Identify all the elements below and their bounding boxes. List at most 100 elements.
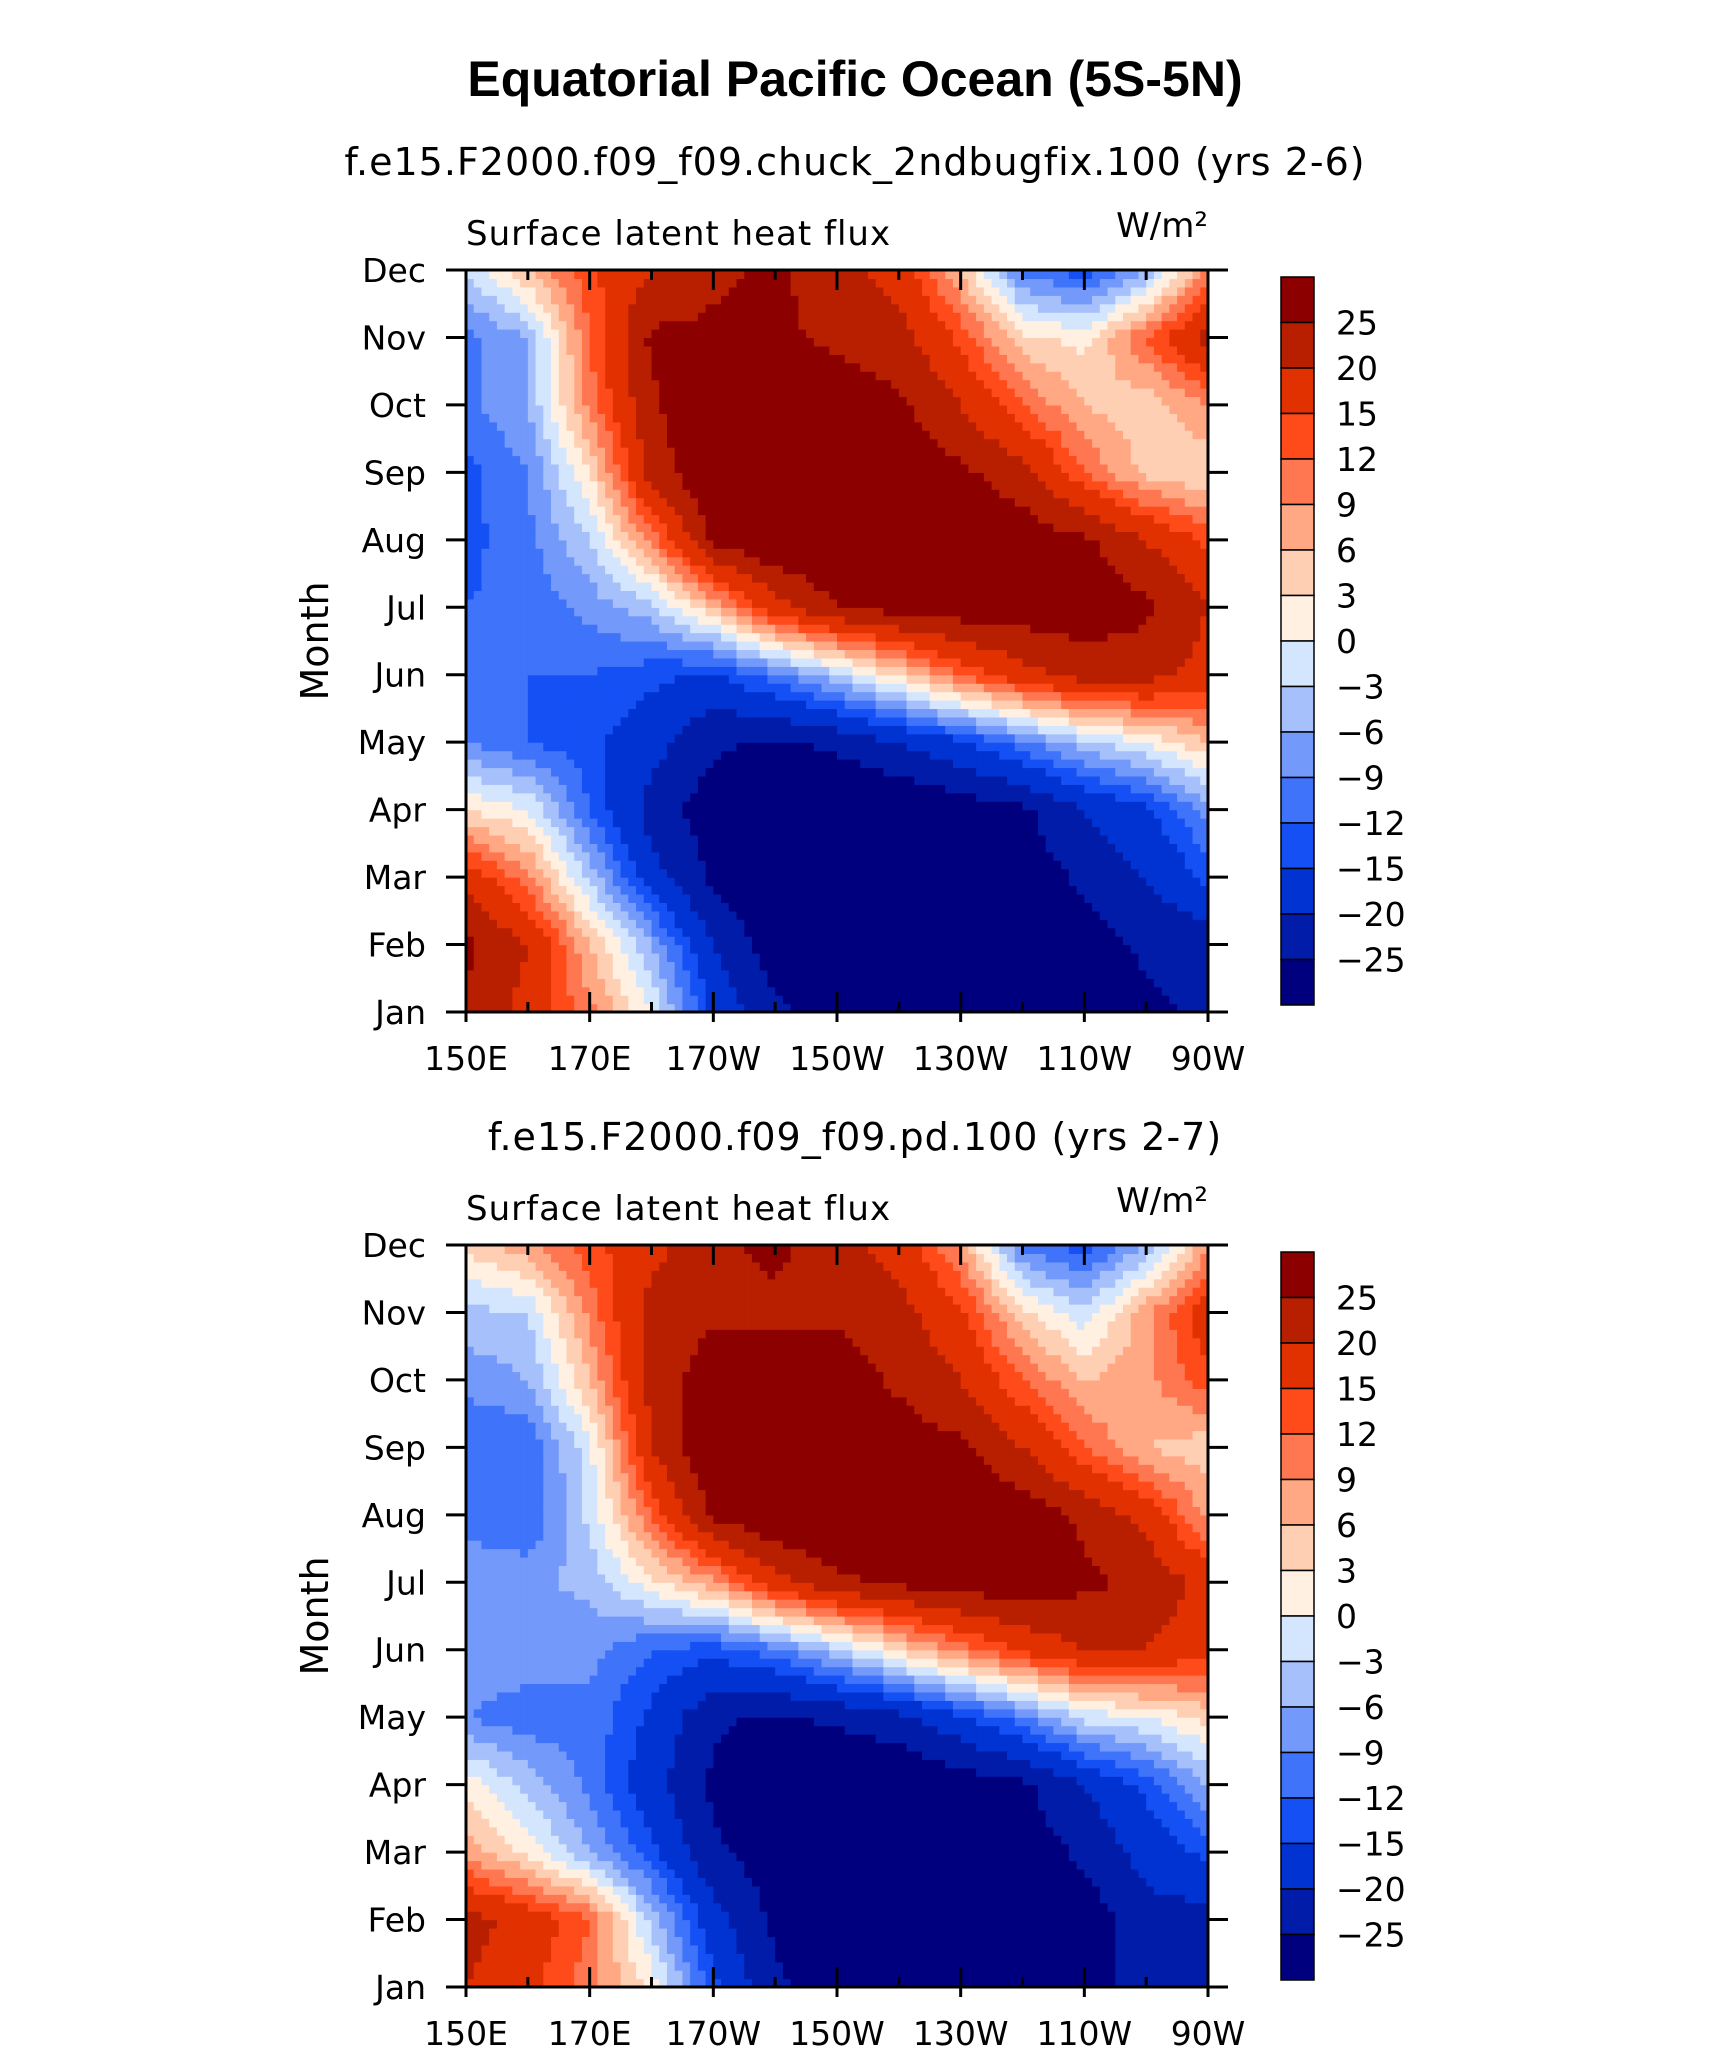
heat-cell xyxy=(612,986,622,996)
heat-cell xyxy=(922,792,931,802)
heat-cell xyxy=(1184,716,1194,726)
heat-cell xyxy=(782,995,792,1005)
heat-cell xyxy=(1030,885,1039,895)
heat-cell xyxy=(1045,657,1055,667)
heat-cell xyxy=(1153,666,1163,676)
heat-cell xyxy=(782,952,792,963)
heat-cell xyxy=(566,624,575,634)
heat-cell xyxy=(968,624,977,634)
heat-cell xyxy=(844,877,854,887)
heat-cell xyxy=(612,691,622,701)
heat-cell xyxy=(844,919,854,929)
heat-cell xyxy=(852,851,861,861)
heat-cell xyxy=(1146,716,1155,726)
heat-cell xyxy=(520,590,529,600)
heat-cell xyxy=(728,986,738,996)
heat-cell xyxy=(1192,624,1201,634)
heat-cell xyxy=(782,598,792,608)
heat-cell xyxy=(960,581,969,592)
heat-cell xyxy=(759,986,769,996)
heat-cell xyxy=(1014,919,1024,929)
heat-cell xyxy=(504,902,513,912)
heat-cell xyxy=(558,809,568,819)
heat-cell xyxy=(829,936,838,946)
heat-cell xyxy=(968,885,977,895)
heat-cell xyxy=(891,809,900,819)
heat-cell xyxy=(914,598,923,608)
heat-cell xyxy=(558,666,568,676)
heat-cell xyxy=(674,674,684,684)
heat-cell xyxy=(1146,868,1155,878)
heat-cell xyxy=(713,775,722,785)
heat-cell xyxy=(489,792,498,802)
heat-cell xyxy=(898,759,908,769)
heat-cell xyxy=(721,978,730,988)
heat-cell xyxy=(844,657,854,667)
heat-cell xyxy=(1200,885,1208,895)
heat-cell xyxy=(929,818,939,828)
heat-cell xyxy=(690,742,699,752)
heat-cell xyxy=(1161,733,1170,743)
heat-cell xyxy=(1184,978,1194,988)
heat-cell xyxy=(813,826,823,836)
heat-cell xyxy=(1037,995,1047,1005)
heat-cell xyxy=(1161,927,1170,937)
heat-cell xyxy=(999,927,1008,937)
heat-cell xyxy=(968,952,977,963)
heat-cell xyxy=(1177,843,1186,853)
heat-cell xyxy=(728,725,738,735)
heat-cell xyxy=(721,641,730,651)
heat-cell xyxy=(605,573,614,583)
heat-cell xyxy=(566,725,575,735)
heat-cell xyxy=(1122,725,1132,735)
heat-cell xyxy=(1115,893,1124,903)
heat-cell xyxy=(1084,649,1093,659)
heat-cell xyxy=(1084,708,1093,718)
heat-cell xyxy=(581,860,591,870)
heat-cell xyxy=(860,843,869,853)
heat-cell xyxy=(1138,1003,1147,1012)
heat-cell xyxy=(891,716,900,726)
heat-cell xyxy=(496,961,506,971)
heat-cell xyxy=(767,843,776,853)
heat-cell xyxy=(1177,792,1186,802)
heat-cell xyxy=(666,834,676,844)
heat-cell xyxy=(535,927,544,937)
heat-cell xyxy=(597,860,606,870)
heat-cell xyxy=(751,708,761,718)
heat-cell xyxy=(1068,843,1078,853)
heat-cell xyxy=(767,784,776,794)
heat-cell xyxy=(852,666,861,676)
heat-cell xyxy=(821,742,830,752)
heat-cell xyxy=(1130,826,1140,836)
heat-cell xyxy=(489,809,498,819)
heat-cell xyxy=(659,1003,668,1012)
heat-cell xyxy=(512,759,521,769)
heat-cell xyxy=(1184,893,1194,903)
heat-cell xyxy=(1030,818,1039,828)
heat-cell xyxy=(589,691,598,701)
heat-cell xyxy=(1022,632,1031,642)
heat-cell xyxy=(1076,809,1085,819)
heat-cell xyxy=(697,590,707,600)
heat-cell xyxy=(860,581,869,592)
heat-cell xyxy=(1092,834,1101,844)
heat-cell xyxy=(775,666,784,676)
heat-cell xyxy=(1068,826,1078,836)
heat-cell xyxy=(581,801,591,811)
heat-cell xyxy=(991,792,1000,802)
heat-cell xyxy=(643,733,653,743)
heat-cell xyxy=(983,691,993,701)
heat-cell xyxy=(1138,927,1147,937)
heat-cell xyxy=(1007,885,1016,895)
heat-cell xyxy=(1169,952,1178,963)
heat-cell xyxy=(581,927,591,937)
heat-cell xyxy=(883,936,892,946)
heat-cell xyxy=(1107,607,1116,617)
heat-cell xyxy=(728,919,738,929)
heat-cell xyxy=(566,927,575,937)
heat-cell xyxy=(844,708,854,718)
heat-cell xyxy=(1184,851,1194,861)
heat-cell xyxy=(813,995,823,1005)
heat-cell xyxy=(543,716,552,726)
